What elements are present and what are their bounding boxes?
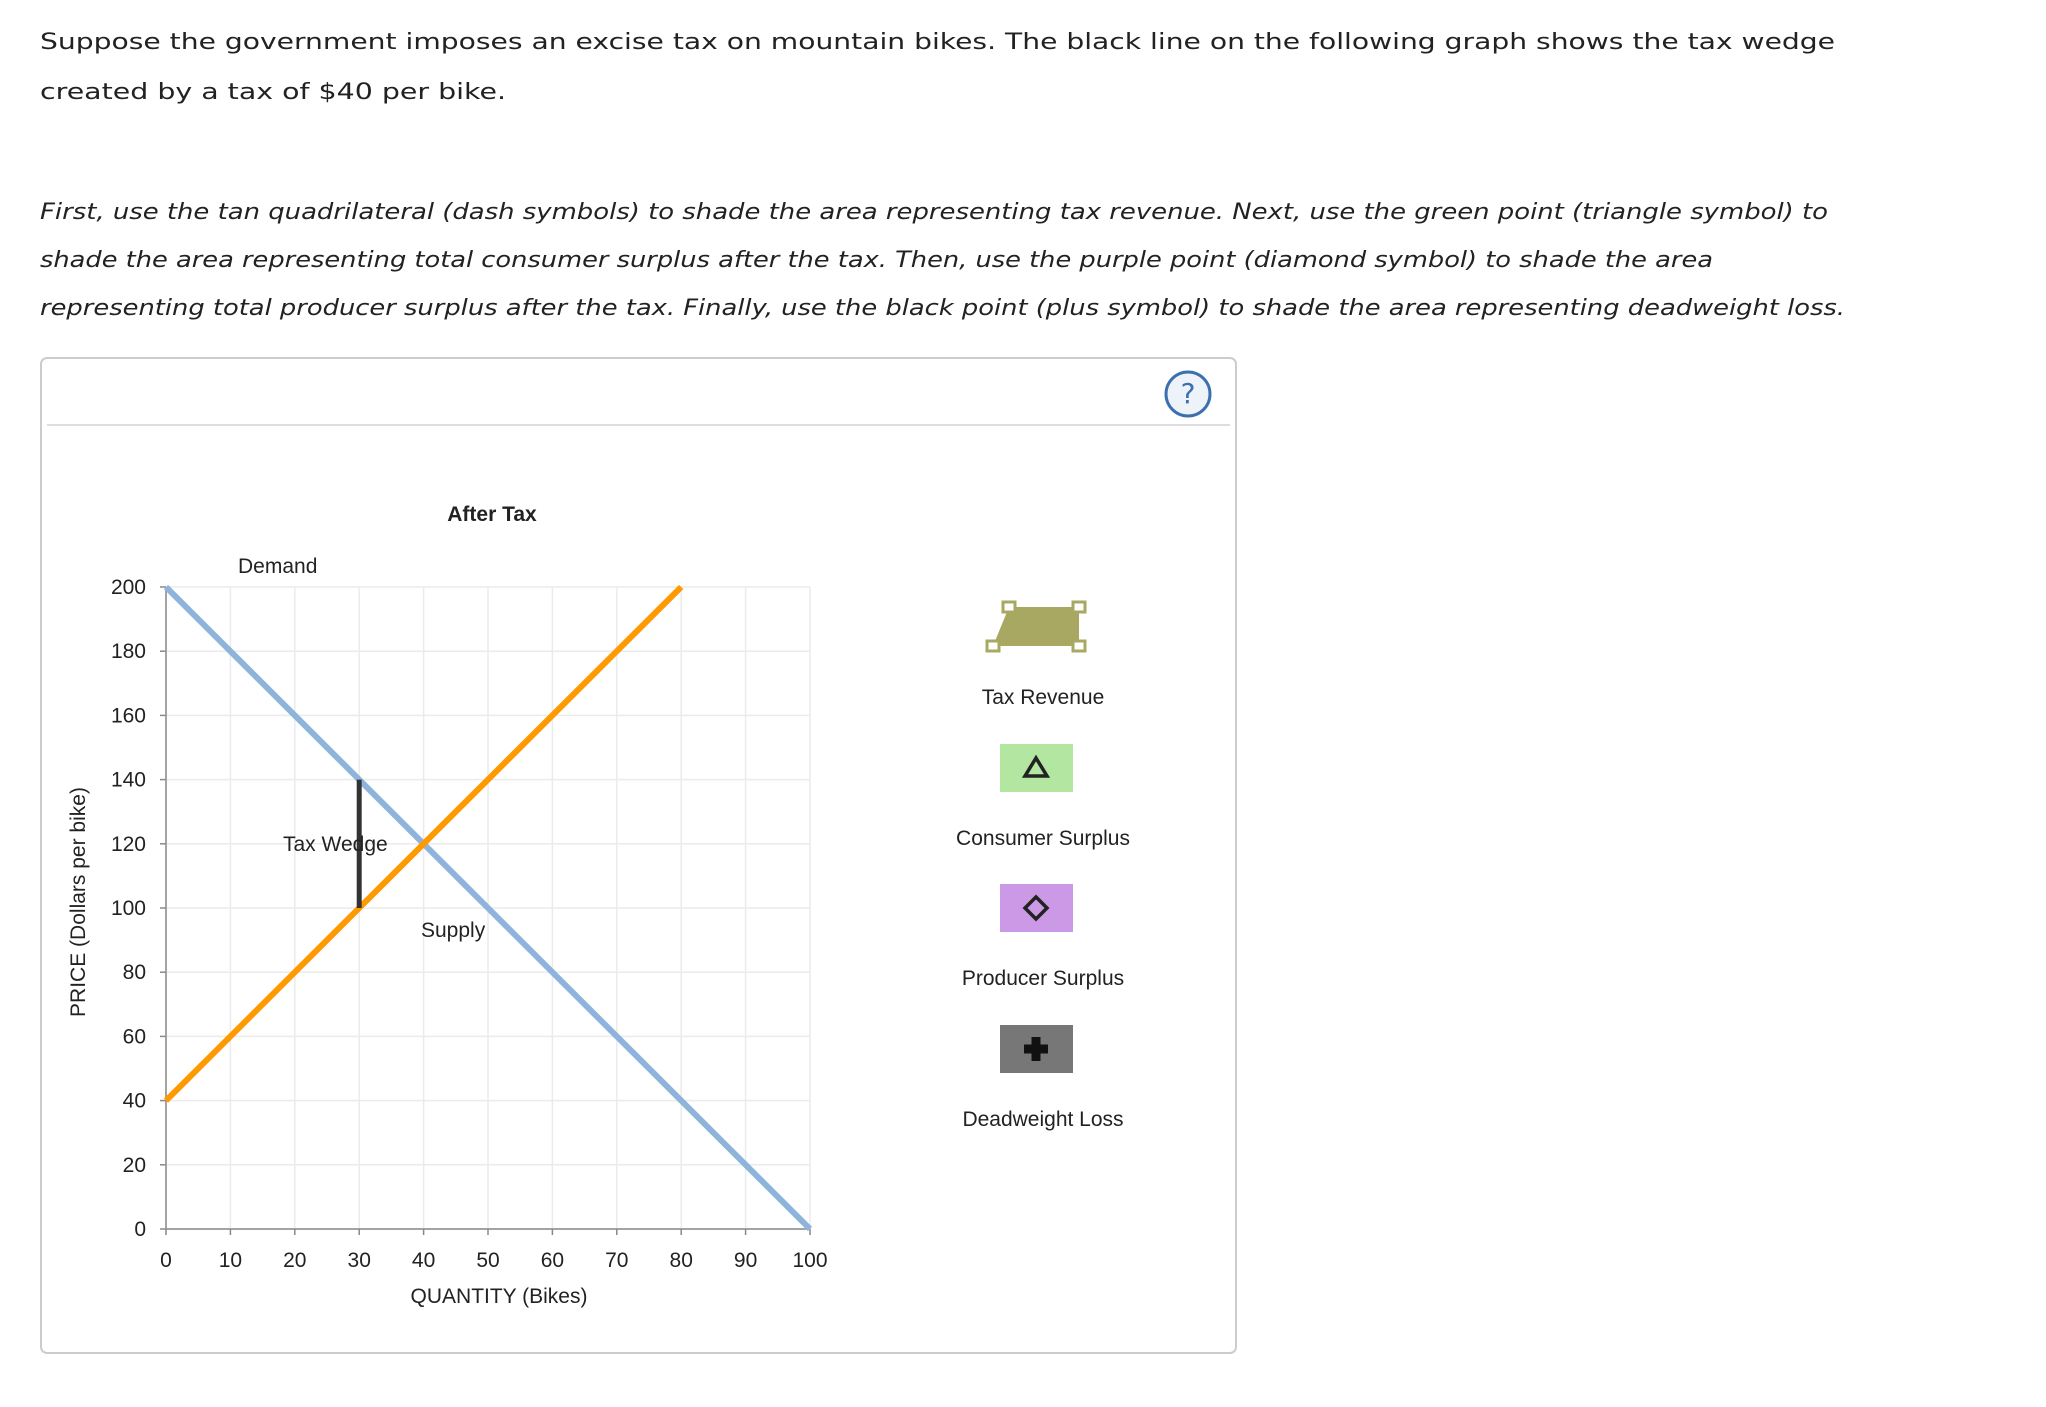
- series-label: Supply: [421, 919, 486, 942]
- x-tick-label: 10: [219, 1249, 242, 1272]
- instruction-text: First, use the tan quadrilateral (dash s…: [40, 200, 1828, 225]
- series-label: Demand: [238, 555, 317, 578]
- y-tick-label: 20: [123, 1154, 146, 1177]
- y-tick-label: 40: [123, 1090, 146, 1113]
- graph-panel: [40, 357, 1237, 1354]
- x-axis-label: QUANTITY (Bikes): [411, 1285, 588, 1308]
- handle[interactable]: [1071, 600, 1087, 614]
- handle[interactable]: [1001, 600, 1017, 614]
- y-tick-label: 120: [111, 833, 146, 856]
- tool-2[interactable]: Producer Surplus: [962, 884, 1124, 990]
- y-tick-label: 60: [123, 1025, 146, 1048]
- help-button[interactable]: ?: [1164, 370, 1212, 418]
- x-tick-label: 40: [412, 1249, 435, 1272]
- tool-icon[interactable]: [1000, 884, 1073, 932]
- y-tick-label: 140: [111, 769, 146, 792]
- svg-text:?: ?: [1181, 377, 1196, 410]
- y-tick-label: 180: [111, 640, 146, 663]
- x-tick-label: 30: [348, 1249, 371, 1272]
- tool-label[interactable]: Consumer Surplus: [956, 827, 1130, 850]
- x-tick-label: 100: [792, 1249, 827, 1272]
- handle[interactable]: [985, 639, 1001, 653]
- x-tick-label: 50: [476, 1249, 499, 1272]
- tool-3[interactable]: Deadweight Loss: [962, 1025, 1124, 1131]
- y-axis-label: PRICE (Dollars per bike): [67, 787, 90, 1017]
- tool-label[interactable]: Deadweight Loss: [962, 1108, 1123, 1131]
- tool-icon[interactable]: [993, 607, 1079, 646]
- plus-symbol[interactable]: [1024, 1037, 1048, 1061]
- tool-label[interactable]: Producer Surplus: [962, 967, 1124, 990]
- tool-label[interactable]: Tax Revenue: [982, 686, 1105, 709]
- instruction-text: created by a tax of $40 per bike.: [40, 80, 506, 105]
- x-tick-label: 90: [734, 1249, 757, 1272]
- instruction-text: Suppose the government imposes an excise…: [40, 30, 1835, 55]
- y-tick-label: 200: [111, 576, 146, 599]
- tool-0[interactable]: Tax Revenue: [982, 600, 1105, 709]
- x-tick-label: 60: [541, 1249, 564, 1272]
- triangle-symbol[interactable]: [1021, 754, 1051, 778]
- handle[interactable]: [1071, 639, 1087, 653]
- instruction-text: representing total producer surplus afte…: [40, 296, 1845, 321]
- diamond-symbol[interactable]: [1022, 894, 1050, 922]
- y-tick-label: 80: [123, 961, 146, 984]
- instruction-text: shade the area representing total consum…: [40, 248, 1713, 273]
- x-tick-label: 80: [670, 1249, 693, 1272]
- y-tick-label: 160: [111, 704, 146, 727]
- tool-1[interactable]: Consumer Surplus: [956, 744, 1130, 850]
- series-label: Tax Wedge: [283, 833, 388, 856]
- y-tick-label: 100: [111, 897, 146, 920]
- x-tick-label: 0: [160, 1249, 172, 1272]
- tool-icon[interactable]: [1000, 744, 1073, 792]
- x-tick-label: 20: [283, 1249, 306, 1272]
- chart-title: After Tax: [447, 503, 537, 526]
- series-line: [163, 584, 813, 1232]
- y-tick-label: 0: [134, 1218, 146, 1241]
- series-line: [163, 584, 684, 1103]
- x-tick-label: 70: [605, 1249, 628, 1272]
